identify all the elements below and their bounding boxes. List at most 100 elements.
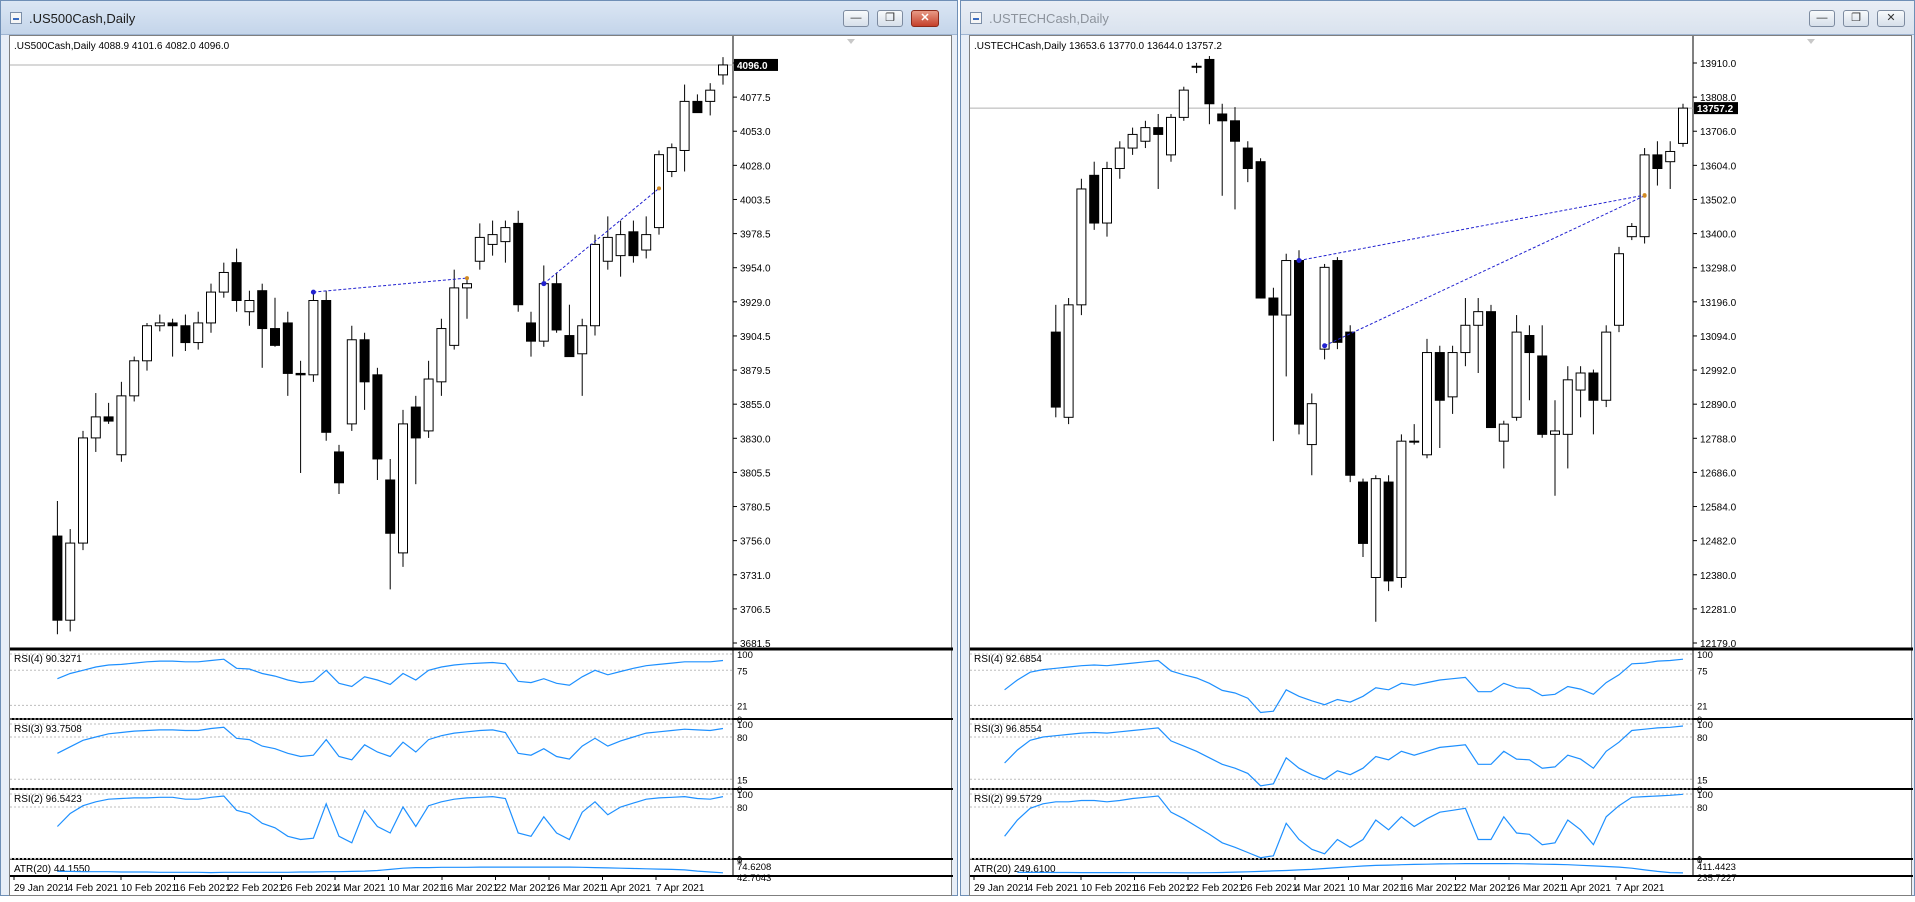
trendline-anchor xyxy=(657,186,661,191)
price-tick-label: 3830.0 xyxy=(740,434,771,445)
bullish-candle xyxy=(615,234,626,257)
indicator-label: RSI(2) 99.5729 xyxy=(974,794,1042,805)
price-tick-label: 3780.5 xyxy=(740,503,771,514)
date-tick-label: 29 Jan 2021 xyxy=(974,883,1029,894)
bullish-candle xyxy=(1447,352,1458,398)
indicator-level-label: 75 xyxy=(1697,666,1708,677)
bullish-candle xyxy=(1614,253,1624,326)
bearish-candle xyxy=(295,372,306,376)
bearish-candle xyxy=(1486,311,1496,429)
price-tick-label: 13298.0 xyxy=(1700,264,1737,275)
restore-icon[interactable]: ❐ xyxy=(1843,10,1869,27)
bullish-candle xyxy=(90,416,101,439)
bullish-candle xyxy=(654,154,664,229)
indicator-line xyxy=(57,866,724,874)
indicator-level-label: 21 xyxy=(1697,701,1708,712)
bearish-candle xyxy=(52,535,63,621)
date-tick-label: 10 Feb 2021 xyxy=(121,883,178,894)
bullish-candle xyxy=(1191,65,1202,68)
indicator-line xyxy=(1004,725,1684,787)
trendline-anchor xyxy=(541,281,547,287)
bullish-candle xyxy=(1422,352,1432,456)
bearish-candle xyxy=(1332,260,1343,343)
us500-chart-window[interactable]: .US500Cash,Daily — ❐ ✕ .US500Cash,Daily … xyxy=(0,0,958,896)
minimize-icon[interactable]: — xyxy=(843,10,869,27)
bullish-candle xyxy=(1678,107,1688,144)
restore-icon[interactable]: ❐ xyxy=(877,10,903,27)
bearish-candle xyxy=(231,262,242,302)
indicator-level-label: 100 xyxy=(1697,650,1713,661)
bullish-candle xyxy=(206,291,216,324)
indicator-label: RSI(4) 90.3271 xyxy=(14,654,82,665)
close-icon[interactable]: ✕ xyxy=(911,10,939,27)
bullish-candle xyxy=(1409,440,1420,443)
bullish-candle xyxy=(1319,266,1330,350)
bearish-candle xyxy=(270,328,280,346)
price-tick-label: 13910.0 xyxy=(1700,59,1737,70)
price-tick-label: 12179.0 xyxy=(1700,639,1737,650)
indicator-label: ATR(20) 249.6100 xyxy=(974,864,1056,875)
bullish-candle xyxy=(1114,147,1125,170)
bullish-candle xyxy=(1281,260,1292,316)
bullish-candle xyxy=(423,378,434,432)
bullish-candle xyxy=(78,437,88,544)
bullish-candle xyxy=(1076,188,1087,306)
us500-chart-area[interactable]: .US500Cash,Daily 4088.9 4101.6 4082.0 40… xyxy=(9,35,953,897)
ustech-chart-window[interactable]: .USTECHCash,Daily — ❐ ✕ .USTECHCash,Dail… xyxy=(960,0,1915,896)
bullish-candle xyxy=(1665,150,1676,163)
close-icon[interactable]: ✕ xyxy=(1877,10,1905,27)
bullish-candle xyxy=(218,271,229,293)
indicator-level-label: 411.4423 xyxy=(1697,862,1736,873)
indicator-level-label: 42.7043 xyxy=(737,873,771,884)
bullish-candle xyxy=(1396,440,1407,578)
ustech-chart-area[interactable]: .USTECHCash,Daily 13653.6 13770.0 13644.… xyxy=(969,35,1913,897)
price-tick-label: 13196.0 xyxy=(1700,298,1737,309)
bullish-candle xyxy=(462,283,472,289)
bullish-candle xyxy=(449,287,460,346)
date-tick-label: 4 Mar 2021 xyxy=(1295,883,1346,894)
indicator-level-label: 1 xyxy=(1697,854,1702,865)
price-tick-label: 3904.5 xyxy=(740,332,771,343)
indicator-level-label: 100 xyxy=(737,790,753,801)
indicator-level-label: 80 xyxy=(1697,733,1708,744)
bullish-candle xyxy=(308,300,319,376)
indicator-line xyxy=(1017,862,1684,874)
indicator-line xyxy=(57,658,724,688)
price-tick-label: 4053.0 xyxy=(740,127,771,138)
ustech-chart-svg[interactable]: .USTECHCash,Daily 13653.6 13770.0 13644.… xyxy=(970,36,1913,897)
trendline xyxy=(1298,194,1645,262)
bullish-candle xyxy=(718,64,728,76)
indicator-line xyxy=(56,795,724,844)
indicator-line xyxy=(57,726,724,761)
bullish-candle xyxy=(1473,311,1484,326)
bullish-candle xyxy=(538,283,549,342)
bullish-candle xyxy=(1063,304,1074,418)
price-tick-label: 13604.0 xyxy=(1700,161,1737,172)
bearish-candle xyxy=(526,322,536,342)
bullish-candle xyxy=(602,236,613,262)
bearish-candle xyxy=(1153,127,1164,135)
bearish-candle xyxy=(1089,174,1100,224)
date-tick-label: 22 Mar 2021 xyxy=(496,883,553,894)
minimize-icon[interactable]: — xyxy=(1809,10,1835,27)
bullish-candle xyxy=(1601,331,1612,401)
bearish-candle xyxy=(359,339,370,383)
price-tick-label: 12584.0 xyxy=(1700,503,1737,514)
bullish-candle xyxy=(1626,225,1637,238)
bearish-candle xyxy=(180,325,191,344)
indicator-level-label: 80 xyxy=(1697,803,1708,814)
bearish-candle xyxy=(1588,372,1599,401)
bullish-candle xyxy=(500,227,511,243)
bullish-candle xyxy=(1178,89,1189,118)
us500-chart-svg[interactable]: .US500Cash,Daily 4088.9 4101.6 4082.0 40… xyxy=(10,36,953,897)
bearish-candle xyxy=(1434,352,1445,401)
price-tick-label: 12992.0 xyxy=(1700,366,1737,377)
us500-titlebar[interactable]: .US500Cash,Daily — ❐ ✕ xyxy=(1,1,957,35)
indicator-level-label: 100 xyxy=(737,650,753,661)
bullish-candle xyxy=(666,147,677,173)
price-tick-label: 4003.5 xyxy=(740,195,771,206)
bearish-candle xyxy=(1537,355,1548,435)
ustech-titlebar[interactable]: .USTECHCash,Daily — ❐ ✕ xyxy=(961,1,1914,35)
date-tick-label: 7 Apr 2021 xyxy=(656,883,705,894)
price-tick-label: 4077.5 xyxy=(740,93,771,104)
